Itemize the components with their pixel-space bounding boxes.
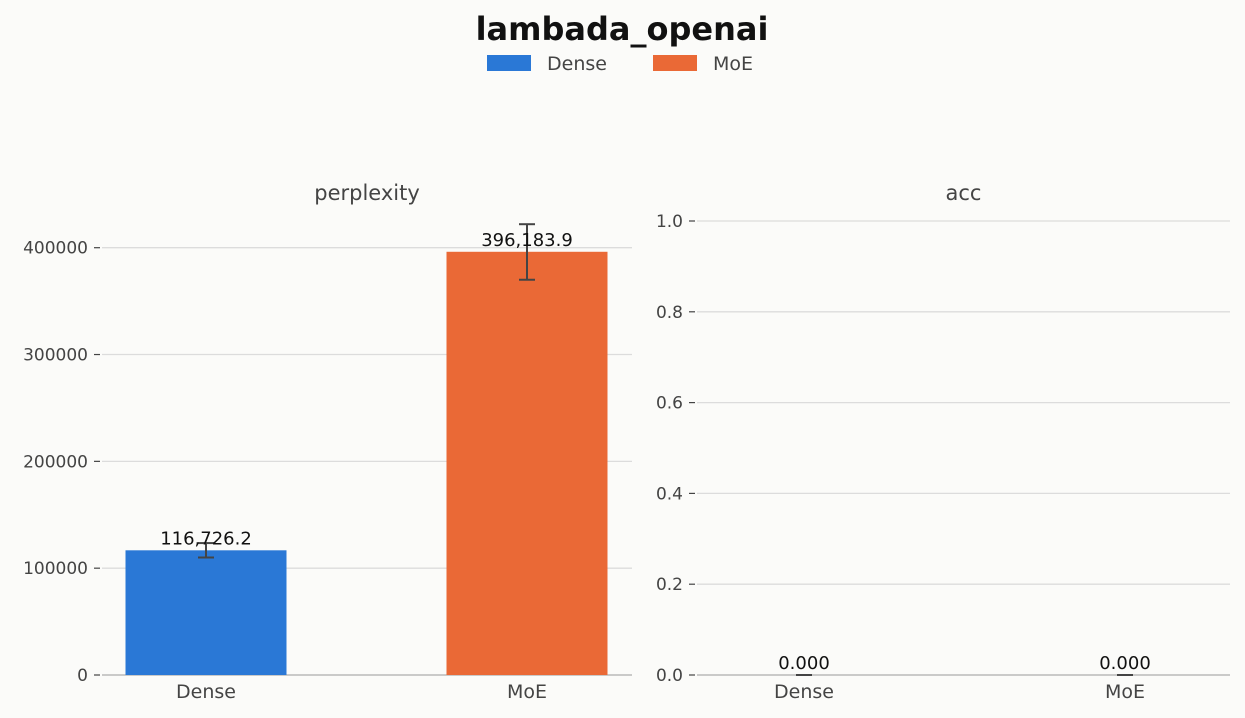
data-label: 0.000 [1099,653,1151,674]
legend: Dense MoE [487,53,753,75]
y-tick-label: 400000 [23,239,88,259]
y-tick-label: 100000 [23,559,88,579]
data-label: 396,183.9 [481,230,573,251]
y-tick-label: 1.0 [656,212,683,232]
panel-perplexity: 0 100000 200000 300000 400000 perplexity 116,7… [23,181,632,703]
panel-title: acc [946,181,982,205]
data-label: 0.000 [778,653,830,674]
bar-moe [446,251,608,675]
data-label: 116,726.2 [160,528,252,549]
y-tick-label: 0.2 [656,575,683,595]
legend-label-dense: Dense [547,53,607,75]
figure-title: lambada_openai [476,10,769,48]
y-tick-label: 0.0 [656,666,683,686]
panel-acc: 0.0 0.2 0.4 0.6 0.8 1.0 acc 0.000 Dense 0.000 MoE [656,181,1230,703]
legend-swatch-moe [653,55,697,71]
y-tick-label: 0.6 [656,394,683,414]
x-tick-label: Dense [774,681,834,703]
y-tick-label: 300000 [23,346,88,366]
x-tick-label: MoE [1105,681,1145,703]
x-tick-label: Dense [176,681,236,703]
y-tick-label: 200000 [23,452,88,472]
x-tick-label: MoE [507,681,547,703]
y-tick-label: 0.4 [656,484,683,504]
legend-label-moe: MoE [713,53,753,75]
legend-swatch-dense [487,55,531,71]
bar-dense [125,550,287,675]
y-tick-label: 0 [77,666,88,686]
panel-title: perplexity [314,181,420,205]
y-tick-label: 0.8 [656,303,683,323]
